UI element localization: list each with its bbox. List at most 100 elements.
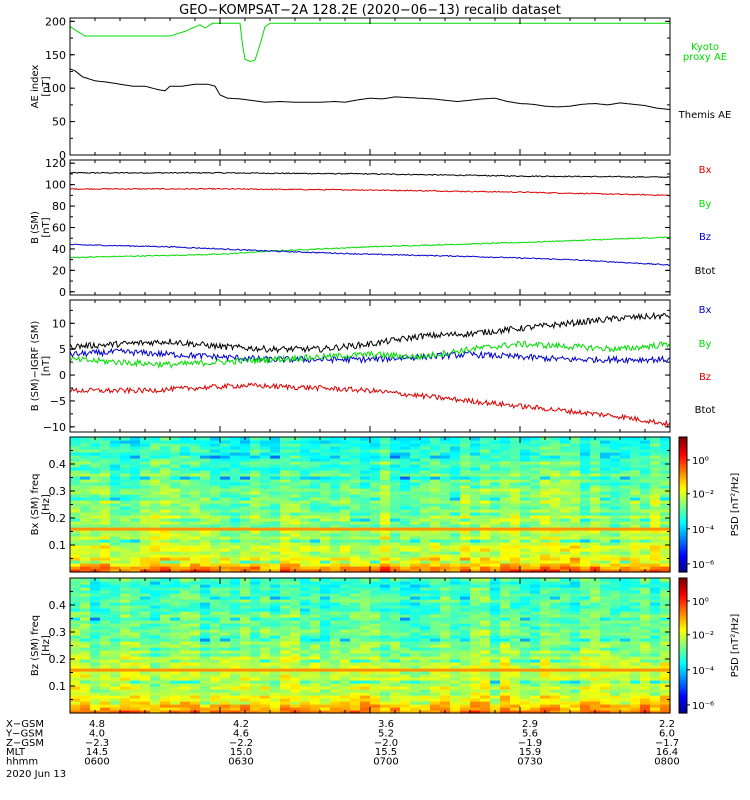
spectrogram-cell [180, 635, 191, 639]
spectrogram-cell [510, 503, 521, 507]
spectrogram-cell [340, 653, 351, 657]
spectrogram-cell [290, 503, 301, 507]
spectrogram-cell [470, 695, 481, 699]
spectrogram-cell [640, 503, 651, 507]
spectrogram-cell [650, 710, 661, 714]
spectrogram-cell [430, 680, 441, 684]
spectrogram-cell [480, 695, 491, 699]
spectrogram-cell [480, 461, 491, 465]
spectrogram-cell [330, 509, 341, 513]
spectrogram-cell [400, 635, 411, 639]
spectrogram-cell [630, 500, 641, 504]
spectrogram-cell [530, 698, 541, 702]
spectrogram-cell [300, 674, 311, 678]
spectrogram-cell [140, 455, 151, 459]
spectrogram-cell [470, 674, 481, 678]
spectrogram-cell [100, 479, 111, 483]
spectrogram-cell [310, 491, 321, 495]
spectrogram-cell [220, 650, 231, 654]
spectrogram-cell [470, 503, 481, 507]
spectrogram-cell [270, 656, 281, 660]
spectrogram-cell [410, 503, 421, 507]
spectrogram-cell [170, 695, 181, 699]
spectrogram-cell [330, 653, 341, 657]
spectrogram-cell [430, 707, 441, 711]
spectrogram-cell [480, 569, 491, 573]
spectrogram-cell [590, 509, 601, 513]
spectrogram-cell [240, 476, 251, 480]
spectrogram-cell [220, 530, 231, 534]
spectrogram-cell [180, 557, 191, 561]
spectrogram-cell [410, 500, 421, 504]
spectrogram-cell [180, 647, 191, 651]
spectrogram-cell [190, 626, 201, 630]
spectrogram-cell [110, 509, 121, 513]
spectrogram-cell [200, 446, 211, 450]
spectrogram-cell [400, 479, 411, 483]
spectrogram-cell [80, 509, 91, 513]
spectrogram-cell [200, 524, 211, 528]
spectrogram-cell [370, 698, 381, 702]
spectrogram-cell [70, 665, 81, 669]
spectrogram-cell [230, 503, 241, 507]
spectrogram-cell [340, 698, 351, 702]
spectrogram-cell [310, 686, 321, 690]
spectrogram-cell [380, 542, 391, 546]
spectrogram-cell [330, 659, 341, 663]
spectrogram-cell [570, 515, 581, 519]
spectrogram-cell [310, 545, 321, 549]
spectrogram-cell [330, 437, 341, 441]
spectrogram-cell [600, 683, 611, 687]
spectrogram-cell [380, 509, 391, 513]
spectrogram-cell [70, 689, 81, 693]
spectrogram-cell [530, 545, 541, 549]
spectrogram-cell [370, 569, 381, 573]
spectrogram-cell [120, 521, 131, 525]
spectrogram-cell [450, 518, 461, 522]
spectrogram-cell [210, 437, 221, 441]
spectrogram-cell [350, 677, 361, 681]
spectrogram-cell [410, 626, 421, 630]
spectrogram-cell [390, 482, 401, 486]
spectrogram-cell [290, 539, 301, 543]
spectrogram-cell [510, 548, 521, 552]
spectrogram-cell [480, 473, 491, 477]
spectrogram-cell [640, 626, 651, 630]
spectrogram-cell [640, 674, 651, 678]
spectrogram-cell [290, 485, 301, 489]
spectrogram-cell [380, 536, 391, 540]
spectrogram-cell [580, 512, 591, 516]
spectrogram-cell [410, 689, 421, 693]
spectrogram-cell [290, 557, 301, 561]
spectrogram-cell [310, 455, 321, 459]
spectrogram-cell [470, 644, 481, 648]
spectrogram-cell [630, 698, 641, 702]
spectrogram-cell [380, 710, 391, 714]
spectrogram-cell [280, 707, 291, 711]
spectrogram-cell [170, 467, 181, 471]
spectrogram-cell [140, 626, 151, 630]
spectrogram-cell [520, 443, 531, 447]
spectrogram-cell [200, 710, 211, 714]
spectrogram-cell [410, 458, 421, 462]
spectrogram-cell [600, 467, 611, 471]
spectrogram-cell [80, 626, 91, 630]
spectrogram-cell [270, 509, 281, 513]
spectrogram-cell [510, 644, 521, 648]
spectrogram-cell [390, 632, 401, 636]
spectrogram-cell [240, 641, 251, 645]
spectrogram-cell [350, 656, 361, 660]
spectrogram-cell [600, 629, 611, 633]
spectrogram-cell [450, 467, 461, 471]
spectrogram-cell [580, 698, 591, 702]
spectrogram-cell [540, 683, 551, 687]
spectrogram-cell [410, 464, 421, 468]
spectrogram-cell [230, 455, 241, 459]
spectrogram-cell [260, 632, 271, 636]
spectrogram-cell [560, 464, 571, 468]
spectrogram-cell [230, 440, 241, 444]
spectrogram-cell [100, 626, 111, 630]
spectrogram-cell [190, 668, 201, 672]
spectrogram-cell [610, 545, 621, 549]
